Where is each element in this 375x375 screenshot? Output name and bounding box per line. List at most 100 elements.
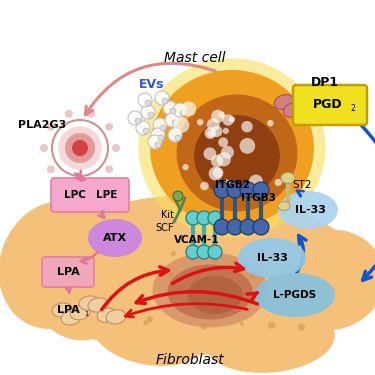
Ellipse shape	[153, 252, 267, 327]
Circle shape	[241, 121, 253, 132]
Circle shape	[229, 116, 235, 122]
Circle shape	[180, 110, 186, 116]
Circle shape	[207, 118, 220, 131]
Circle shape	[241, 261, 245, 266]
Ellipse shape	[188, 276, 243, 314]
FancyArrowPatch shape	[81, 252, 98, 264]
Text: Mast cell: Mast cell	[164, 51, 226, 65]
FancyArrowPatch shape	[126, 304, 247, 317]
FancyArrowPatch shape	[80, 176, 85, 181]
Circle shape	[143, 128, 149, 134]
Text: VCAM-1: VCAM-1	[174, 235, 220, 245]
Ellipse shape	[278, 191, 338, 229]
Circle shape	[128, 111, 142, 125]
Circle shape	[225, 295, 230, 300]
Circle shape	[188, 255, 195, 261]
Text: Fibroblast: Fibroblast	[156, 353, 224, 367]
Ellipse shape	[138, 58, 326, 238]
Circle shape	[253, 219, 269, 235]
Ellipse shape	[97, 308, 117, 322]
Circle shape	[213, 167, 223, 178]
Circle shape	[136, 121, 150, 135]
Circle shape	[153, 118, 167, 132]
Circle shape	[218, 111, 225, 118]
Circle shape	[209, 166, 223, 180]
Circle shape	[165, 113, 179, 127]
Circle shape	[221, 146, 234, 159]
FancyArrowPatch shape	[172, 263, 243, 284]
FancyArrowPatch shape	[297, 236, 306, 273]
Ellipse shape	[255, 273, 335, 317]
Text: PLA2G3: PLA2G3	[18, 120, 66, 130]
Circle shape	[186, 211, 200, 225]
Circle shape	[168, 271, 174, 278]
Circle shape	[183, 164, 189, 170]
Circle shape	[204, 147, 216, 160]
Ellipse shape	[278, 201, 290, 210]
Circle shape	[173, 103, 187, 117]
Circle shape	[197, 211, 211, 225]
Circle shape	[155, 142, 161, 148]
Ellipse shape	[150, 70, 314, 226]
Ellipse shape	[91, 294, 209, 366]
Circle shape	[211, 155, 223, 167]
Circle shape	[212, 257, 218, 263]
Text: LPE: LPE	[96, 190, 118, 200]
Ellipse shape	[168, 264, 252, 320]
Circle shape	[65, 178, 73, 186]
FancyArrowPatch shape	[102, 267, 168, 310]
Circle shape	[223, 128, 229, 134]
Circle shape	[148, 112, 154, 118]
Circle shape	[268, 321, 276, 329]
Circle shape	[217, 152, 231, 166]
Circle shape	[227, 182, 243, 198]
Circle shape	[171, 251, 176, 256]
Circle shape	[172, 120, 178, 126]
Ellipse shape	[88, 219, 142, 257]
Circle shape	[230, 185, 237, 192]
Circle shape	[105, 123, 113, 131]
Circle shape	[87, 178, 95, 186]
Ellipse shape	[238, 238, 306, 278]
Text: EVs: EVs	[139, 78, 165, 92]
Circle shape	[223, 179, 231, 188]
Circle shape	[105, 165, 113, 173]
Circle shape	[279, 265, 284, 269]
Ellipse shape	[106, 310, 126, 324]
Ellipse shape	[61, 311, 81, 325]
Circle shape	[197, 119, 203, 126]
Circle shape	[253, 182, 269, 198]
Ellipse shape	[281, 172, 295, 183]
Circle shape	[240, 182, 256, 198]
Text: ST2: ST2	[292, 180, 312, 190]
FancyArrowPatch shape	[86, 63, 215, 115]
Circle shape	[58, 126, 102, 170]
Text: LPA: LPA	[57, 267, 80, 277]
Circle shape	[250, 272, 256, 278]
Text: ATX: ATX	[103, 233, 127, 243]
Circle shape	[207, 130, 214, 138]
Circle shape	[204, 127, 216, 139]
Circle shape	[162, 98, 168, 104]
Circle shape	[214, 219, 230, 235]
Text: $_{1}$: $_{1}$	[84, 309, 90, 319]
Circle shape	[200, 182, 209, 190]
Circle shape	[155, 91, 169, 105]
Circle shape	[274, 179, 282, 186]
Circle shape	[163, 101, 177, 115]
Circle shape	[141, 105, 155, 119]
Circle shape	[158, 135, 164, 141]
Text: LPC: LPC	[64, 190, 86, 200]
Text: $_{2}$: $_{2}$	[350, 103, 356, 115]
Text: Kit: Kit	[162, 210, 174, 220]
Ellipse shape	[194, 115, 280, 197]
Text: IL-33: IL-33	[295, 205, 326, 215]
Ellipse shape	[70, 306, 90, 320]
Circle shape	[208, 211, 222, 225]
Ellipse shape	[275, 230, 375, 330]
FancyArrowPatch shape	[136, 292, 257, 304]
Circle shape	[72, 140, 88, 156]
Text: LPA: LPA	[57, 305, 80, 315]
Circle shape	[256, 248, 264, 256]
Circle shape	[175, 135, 181, 141]
